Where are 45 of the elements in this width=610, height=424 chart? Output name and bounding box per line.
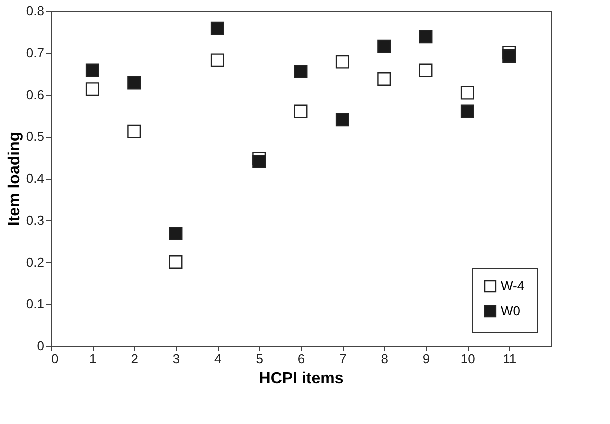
x-tick-label: 10 <box>460 352 476 366</box>
x-tick-label: 4 <box>214 352 222 366</box>
x-tick-label: 3 <box>172 352 180 366</box>
y-tick-label: 0.3 <box>26 212 44 228</box>
point <box>86 64 100 78</box>
x-tick-label: 6 <box>298 352 306 366</box>
point <box>86 82 100 96</box>
point <box>128 124 142 138</box>
y-tick-label: 0 <box>37 338 44 354</box>
point <box>294 104 308 118</box>
y-tick-label: 0.8 <box>26 4 44 18</box>
y-tick-label: 0.6 <box>26 87 44 102</box>
x-tick-label: 11 <box>503 352 517 366</box>
x-tick-label: 1 <box>90 352 97 366</box>
y-tick-label: 0.1 <box>26 296 44 312</box>
point <box>169 256 183 269</box>
y-tick-label: 0.2 <box>26 254 44 270</box>
x-tick-label: 9 <box>422 352 430 366</box>
point <box>210 54 224 68</box>
point <box>419 64 433 78</box>
legend-label: W-4 <box>501 278 525 294</box>
point <box>252 155 266 168</box>
point <box>210 22 224 36</box>
y-tick-label: 0.5 <box>26 129 44 144</box>
point <box>336 113 350 127</box>
y-axis-title: Item loading <box>6 132 24 226</box>
point <box>128 76 142 90</box>
point <box>294 64 308 78</box>
point <box>378 72 392 86</box>
x-tick-label: 5 <box>256 352 264 366</box>
point <box>419 30 433 44</box>
legend-label: W0 <box>501 304 520 318</box>
x-axis-title: HCPI items <box>259 370 344 388</box>
y-tick-label: 0.4 <box>26 171 44 186</box>
x-tick-label: 8 <box>381 352 388 366</box>
x-tick-label: 2 <box>131 352 138 366</box>
point <box>169 227 183 240</box>
x-tick-label: 0 <box>52 352 59 366</box>
point <box>460 86 474 100</box>
point <box>502 50 516 63</box>
point <box>336 55 350 69</box>
point <box>378 40 392 54</box>
x-tick-label: 7 <box>340 352 347 366</box>
point <box>460 104 474 118</box>
y-tick-label: 0.7 <box>26 45 44 60</box>
